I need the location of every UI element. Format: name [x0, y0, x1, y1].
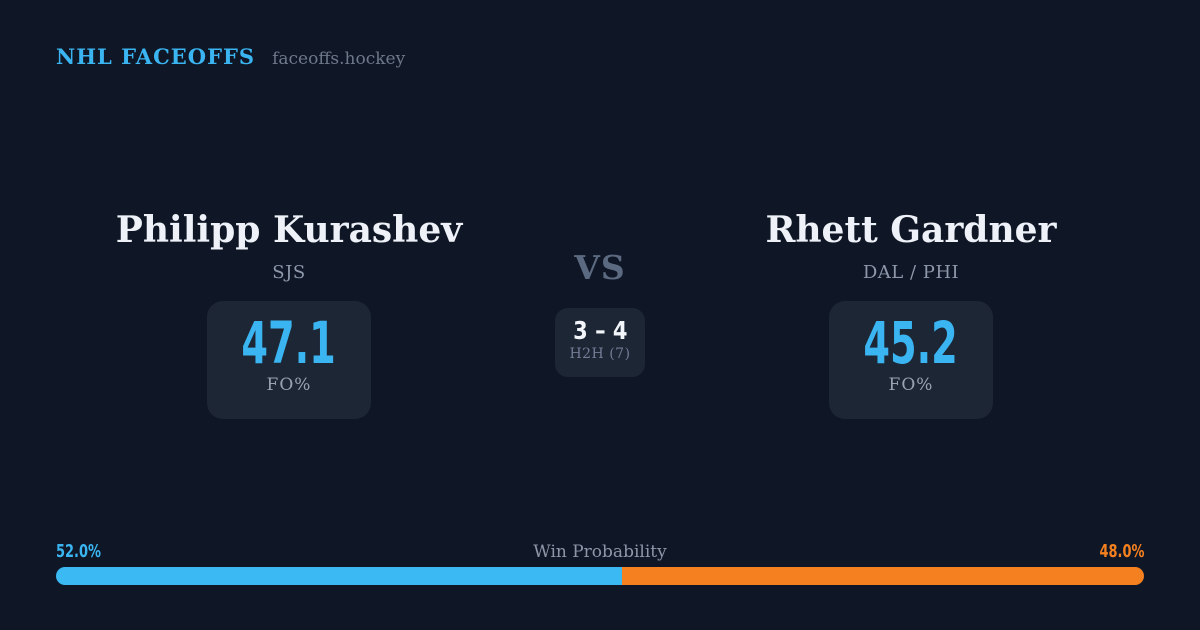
player1-name: Philipp Kurashev [115, 209, 463, 251]
site-domain: faceoffs.hockey [272, 49, 406, 69]
win-probability-title: Win Probability [533, 542, 667, 562]
vs-label: VS [574, 248, 626, 287]
player1-fo-label: FO% [266, 375, 312, 395]
h2h-box: 3 – 4 H2H (7) [555, 308, 645, 377]
player2-stat-box: 45.2 FO% [829, 301, 993, 419]
player1-fo-value: 47.1 [241, 309, 337, 377]
player2-team: DAL / PHI [862, 262, 960, 283]
player2-name: Rhett Gardner [765, 209, 1057, 251]
player1-team: SJS [272, 262, 306, 283]
win-probability-labels: 52.0% Win Probability 48.0% [56, 540, 1144, 564]
player2-fo-label: FO% [888, 375, 934, 395]
win-probability-bar [56, 567, 1144, 585]
header: NHL FACEOFFS faceoffs.hockey [56, 44, 405, 69]
win-bar-right-segment [621, 567, 1144, 585]
brand-logo: NHL FACEOFFS [56, 44, 256, 69]
win-prob-right-pct: 48.0% [1099, 541, 1144, 562]
h2h-label: H2H (7) [569, 346, 631, 362]
win-prob-left-pct: 52.0% [56, 541, 101, 562]
h2h-score: 3 – 4 [572, 316, 628, 345]
player1-column: Philipp Kurashev SJS 47.1 FO% [89, 208, 489, 419]
player1-stat-box: 47.1 FO% [207, 301, 371, 419]
player2-fo-value: 45.2 [863, 309, 959, 377]
player2-column: Rhett Gardner DAL / PHI 45.2 FO% [711, 208, 1111, 419]
win-bar-left-segment [56, 567, 622, 585]
